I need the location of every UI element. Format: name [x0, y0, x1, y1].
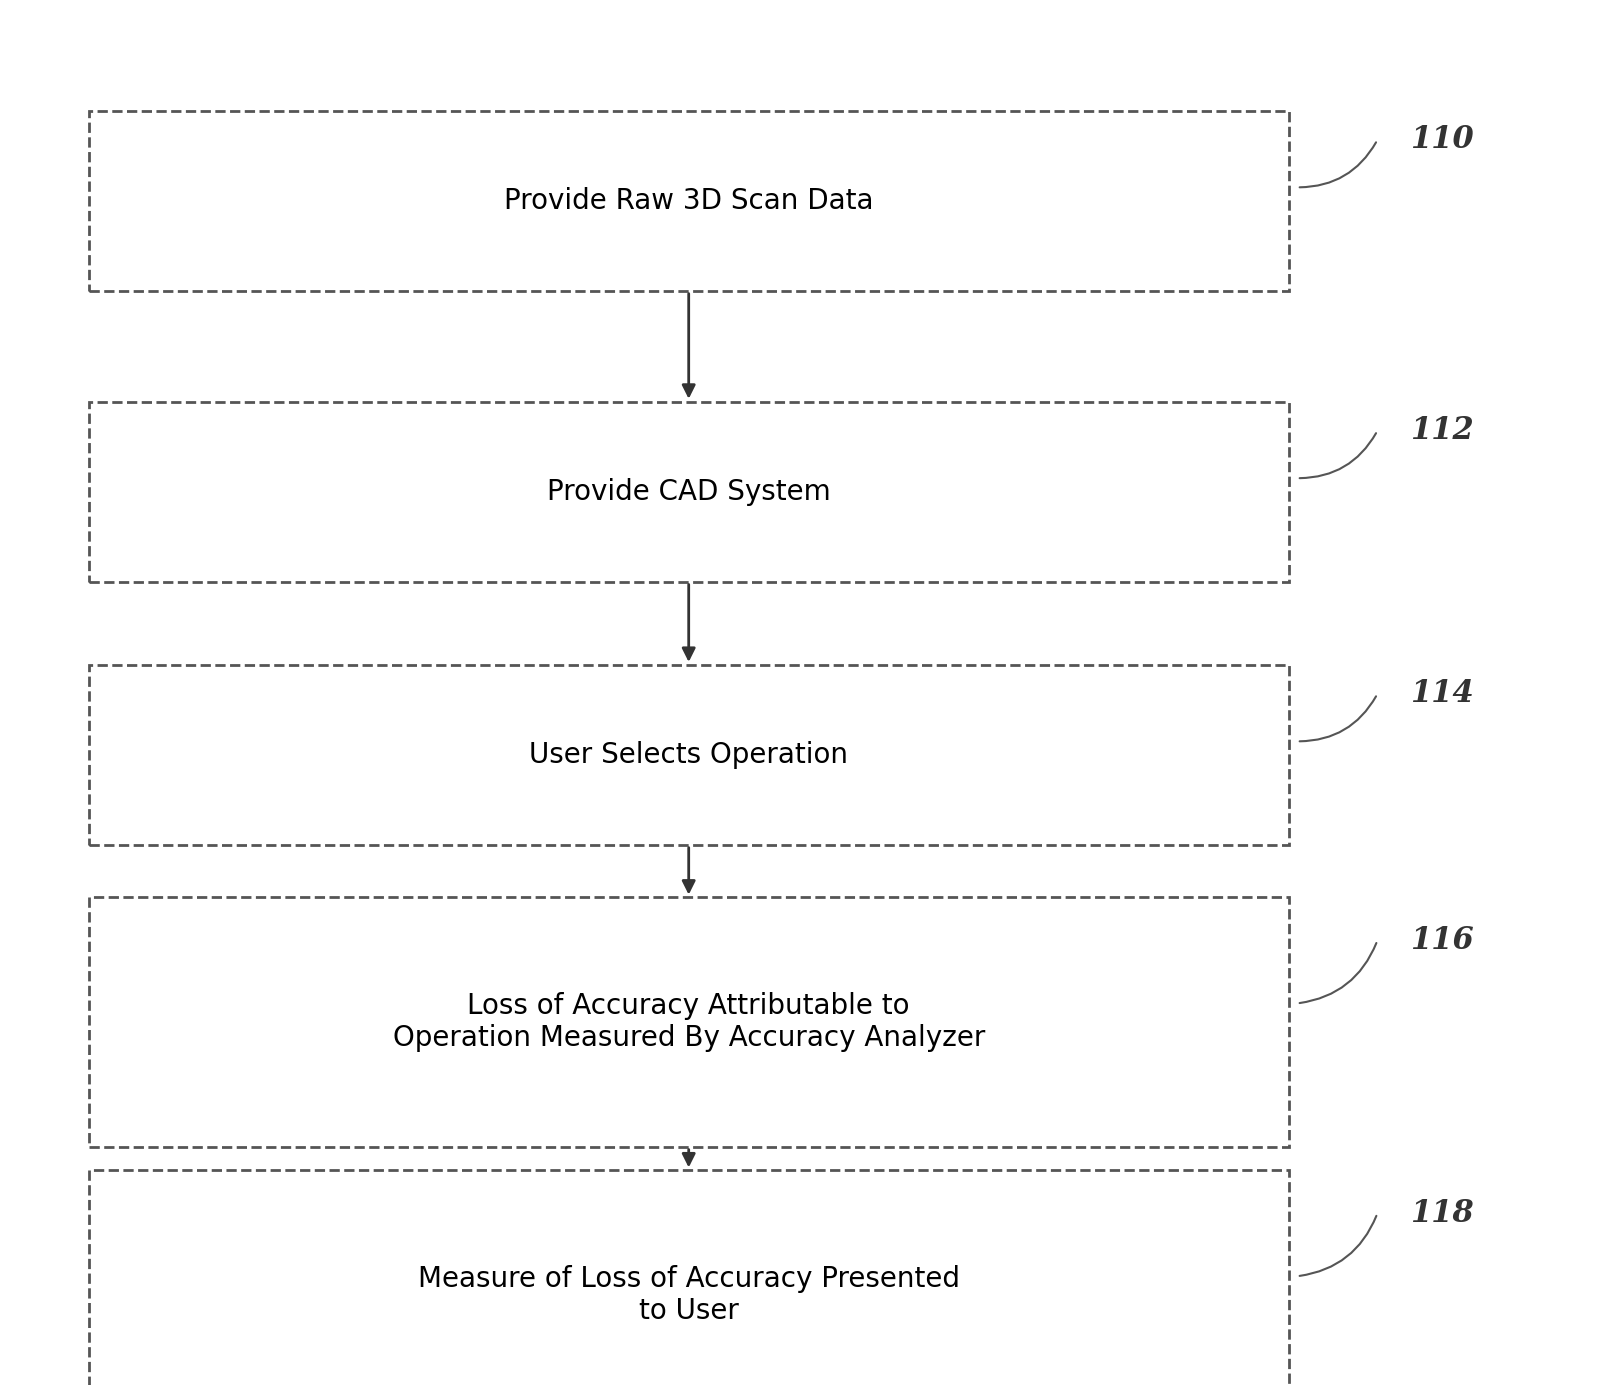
Text: Provide Raw 3D Scan Data: Provide Raw 3D Scan Data [504, 187, 873, 215]
Bar [89, 111, 1289, 291]
Bar [89, 897, 1289, 1147]
Text: Loss of Accuracy Attributable to
Operation Measured By Accuracy Analyzer: Loss of Accuracy Attributable to Operati… [393, 992, 984, 1053]
Text: 112: 112 [1410, 416, 1474, 446]
Bar [89, 665, 1289, 845]
Text: Provide CAD System: Provide CAD System [546, 478, 831, 506]
Text: User Selects Operation: User Selects Operation [528, 741, 849, 769]
Bar [89, 1170, 1289, 1385]
Text: 116: 116 [1410, 925, 1474, 956]
Text: 114: 114 [1410, 679, 1474, 709]
Text: Measure of Loss of Accuracy Presented
to User: Measure of Loss of Accuracy Presented to… [417, 1265, 960, 1325]
Text: 110: 110 [1410, 125, 1474, 155]
Text: 118: 118 [1410, 1198, 1474, 1228]
Bar [89, 402, 1289, 582]
